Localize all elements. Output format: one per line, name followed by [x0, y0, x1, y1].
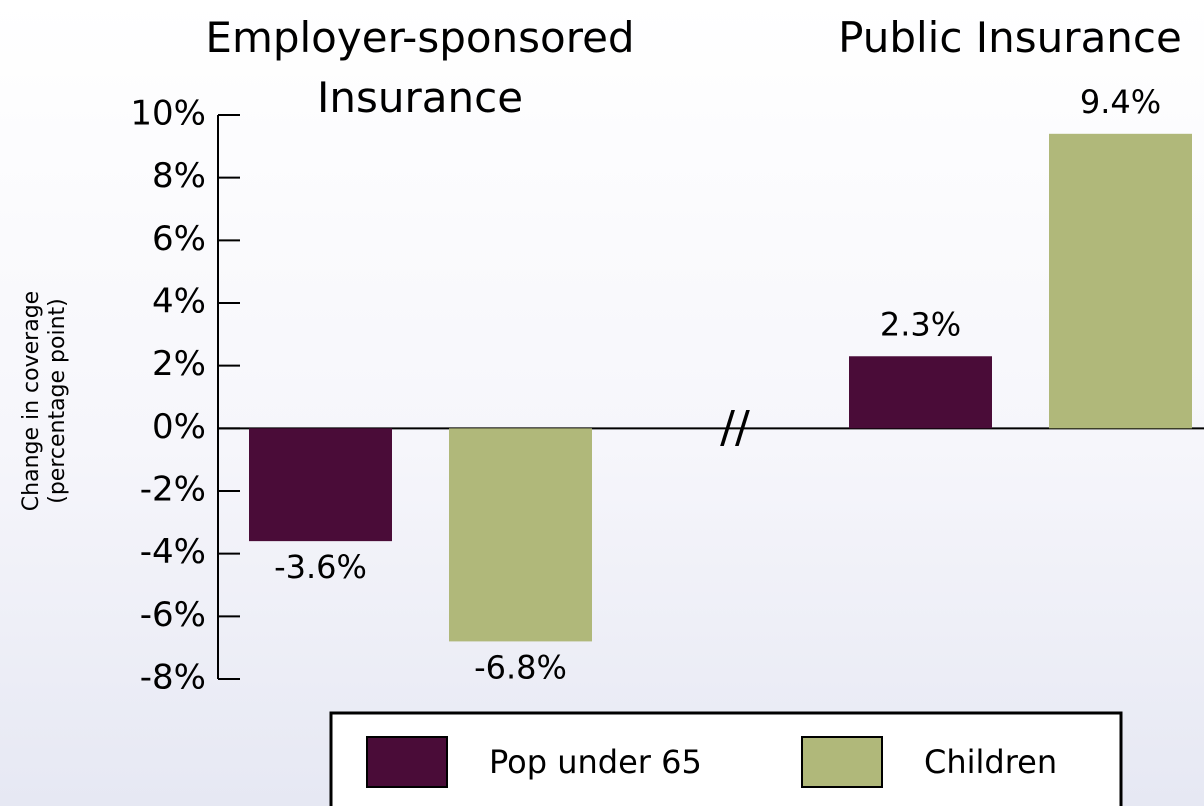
y-tick-label: 0% [152, 407, 206, 447]
y-tick-label: 2% [152, 344, 206, 384]
legend-box [329, 711, 1123, 806]
value-label: 9.4% [1080, 83, 1161, 121]
y-tick-label: 6% [152, 219, 206, 259]
category-title: Employer-sponsored Insurance [205, 13, 635, 122]
y-tick-label: -8% [140, 658, 206, 698]
y-axis-label: Change in coverage (percentage point) [19, 290, 70, 512]
value-label: 2.3% [880, 305, 961, 343]
bar [249, 428, 392, 542]
y-tick-label: 8% [152, 156, 206, 196]
legend-label: Children [924, 743, 1057, 781]
y-tick-label: -2% [140, 470, 206, 510]
category-title: Public Insurance [838, 13, 1182, 62]
bar [449, 428, 592, 642]
bar [849, 356, 992, 429]
bar [1049, 133, 1192, 429]
y-tick-label: -4% [140, 532, 206, 572]
y-tick-label: -6% [140, 595, 206, 635]
legend-label: Pop under 65 [489, 743, 702, 781]
legend-swatch [366, 736, 448, 788]
y-tick-label: 10% [130, 94, 206, 134]
legend-swatch [801, 736, 883, 788]
value-label: -3.6% [274, 548, 367, 586]
value-label: -6.8% [474, 648, 567, 686]
y-tick-label: 4% [152, 282, 206, 322]
